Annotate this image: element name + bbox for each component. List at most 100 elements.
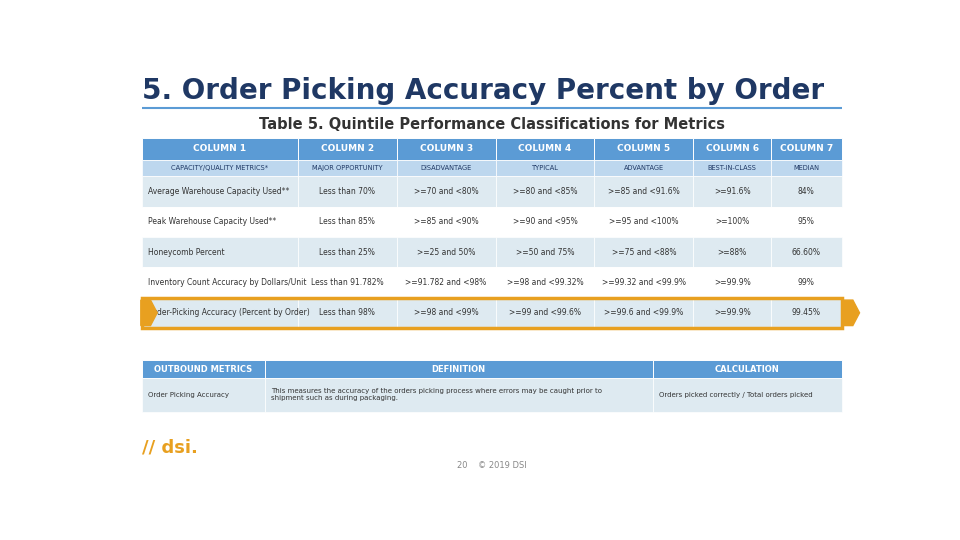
Bar — [142, 267, 298, 298]
Text: 99.45%: 99.45% — [792, 308, 821, 318]
Bar — [771, 298, 842, 328]
Text: 84%: 84% — [798, 187, 815, 196]
Text: TYPICAL: TYPICAL — [532, 165, 559, 171]
Bar — [771, 207, 842, 237]
Text: >=75 and <88%: >=75 and <88% — [612, 248, 676, 256]
Text: Less than 98%: Less than 98% — [320, 308, 375, 318]
Bar — [396, 138, 495, 160]
Bar — [771, 176, 842, 207]
Bar — [495, 176, 594, 207]
Bar — [298, 160, 396, 176]
Text: >=100%: >=100% — [715, 217, 750, 226]
Text: >=98 and <99.32%: >=98 and <99.32% — [507, 278, 584, 287]
Bar — [495, 160, 594, 176]
Bar — [265, 360, 653, 379]
Text: COLUMN 1: COLUMN 1 — [194, 145, 247, 153]
Bar — [693, 160, 771, 176]
Text: >=99.9%: >=99.9% — [714, 308, 751, 318]
Text: >=85 and <91.6%: >=85 and <91.6% — [608, 187, 680, 196]
Text: >=99 and <99.6%: >=99 and <99.6% — [509, 308, 581, 318]
Bar — [495, 207, 594, 237]
Text: Less than 85%: Less than 85% — [320, 217, 375, 226]
Text: >=99.32 and <99.9%: >=99.32 and <99.9% — [602, 278, 685, 287]
Bar — [142, 138, 298, 160]
Bar — [396, 160, 495, 176]
Text: Less than 91.782%: Less than 91.782% — [311, 278, 383, 287]
Text: >=90 and <95%: >=90 and <95% — [513, 217, 577, 226]
Bar — [298, 237, 396, 267]
Text: >=50 and 75%: >=50 and 75% — [516, 248, 574, 256]
Bar — [298, 207, 396, 237]
Text: DISADVANTAGE: DISADVANTAGE — [420, 165, 471, 171]
Text: Orders picked correctly / Total orders picked: Orders picked correctly / Total orders p… — [659, 392, 812, 398]
Bar — [594, 298, 693, 328]
Text: // dsi.: // dsi. — [142, 438, 198, 456]
Bar — [298, 138, 396, 160]
Text: >=98 and <99%: >=98 and <99% — [414, 308, 478, 318]
Text: This measures the accuracy of the orders picking process where errors may be cau: This measures the accuracy of the orders… — [271, 388, 602, 401]
Text: >=99.6 and <99.9%: >=99.6 and <99.9% — [604, 308, 684, 318]
Bar — [594, 207, 693, 237]
Bar — [693, 207, 771, 237]
Bar — [298, 176, 396, 207]
Bar — [142, 379, 265, 411]
Text: COLUMN 2: COLUMN 2 — [321, 145, 373, 153]
Text: >=85 and <90%: >=85 and <90% — [414, 217, 478, 226]
Bar — [142, 207, 298, 237]
Text: Average Warehouse Capacity Used**: Average Warehouse Capacity Used** — [148, 187, 290, 196]
Text: COLUMN 5: COLUMN 5 — [617, 145, 670, 153]
Text: >=25 and 50%: >=25 and 50% — [417, 248, 475, 256]
Text: >=88%: >=88% — [717, 248, 747, 256]
Text: CAPACITY/QUALITY METRICS*: CAPACITY/QUALITY METRICS* — [172, 165, 269, 171]
Text: CALCULATION: CALCULATION — [715, 364, 780, 374]
Bar — [265, 379, 653, 411]
Bar — [693, 138, 771, 160]
Text: >=91.6%: >=91.6% — [714, 187, 751, 196]
Text: Less than 25%: Less than 25% — [320, 248, 375, 256]
Text: Order Picking Accuracy: Order Picking Accuracy — [148, 392, 229, 398]
Text: MAJOR OPPORTUNITY: MAJOR OPPORTUNITY — [312, 165, 382, 171]
Bar — [771, 160, 842, 176]
Bar — [495, 298, 594, 328]
Text: 66.60%: 66.60% — [792, 248, 821, 256]
Bar — [396, 298, 495, 328]
Text: 99%: 99% — [798, 278, 815, 287]
Bar — [693, 298, 771, 328]
Bar — [771, 138, 842, 160]
Bar — [594, 160, 693, 176]
Text: 20    © 2019 DSI: 20 © 2019 DSI — [457, 461, 527, 470]
Text: 5. Order Picking Accuracy Percent by Order: 5. Order Picking Accuracy Percent by Ord… — [142, 77, 825, 105]
Text: BEST-IN-CLASS: BEST-IN-CLASS — [708, 165, 756, 171]
Text: OUTBOUND METRICS: OUTBOUND METRICS — [155, 364, 252, 374]
Bar — [495, 237, 594, 267]
Bar — [594, 138, 693, 160]
Bar — [396, 237, 495, 267]
Bar — [396, 176, 495, 207]
Bar — [142, 160, 298, 176]
Text: 95%: 95% — [798, 217, 815, 226]
Bar — [142, 298, 842, 328]
Bar — [298, 298, 396, 328]
Polygon shape — [843, 300, 859, 326]
Bar — [142, 298, 298, 328]
Text: Table 5. Quintile Performance Classifications for Metrics: Table 5. Quintile Performance Classifica… — [259, 117, 725, 132]
Bar — [495, 138, 594, 160]
Bar — [594, 237, 693, 267]
Text: Honeycomb Percent: Honeycomb Percent — [148, 248, 225, 256]
Bar — [594, 267, 693, 298]
Text: Peak Warehouse Capacity Used**: Peak Warehouse Capacity Used** — [148, 217, 276, 226]
Text: COLUMN 4: COLUMN 4 — [518, 145, 571, 153]
Text: >=95 and <100%: >=95 and <100% — [610, 217, 679, 226]
Polygon shape — [141, 300, 157, 326]
Bar — [693, 237, 771, 267]
Text: >=91.782 and <98%: >=91.782 and <98% — [405, 278, 487, 287]
Text: ADVANTAGE: ADVANTAGE — [624, 165, 664, 171]
Bar — [771, 237, 842, 267]
Text: >=80 and <85%: >=80 and <85% — [513, 187, 577, 196]
Bar — [693, 267, 771, 298]
Text: COLUMN 6: COLUMN 6 — [706, 145, 758, 153]
Bar — [142, 360, 265, 379]
Text: >=70 and <80%: >=70 and <80% — [414, 187, 478, 196]
Text: MEDIAN: MEDIAN — [793, 165, 819, 171]
Bar — [594, 176, 693, 207]
